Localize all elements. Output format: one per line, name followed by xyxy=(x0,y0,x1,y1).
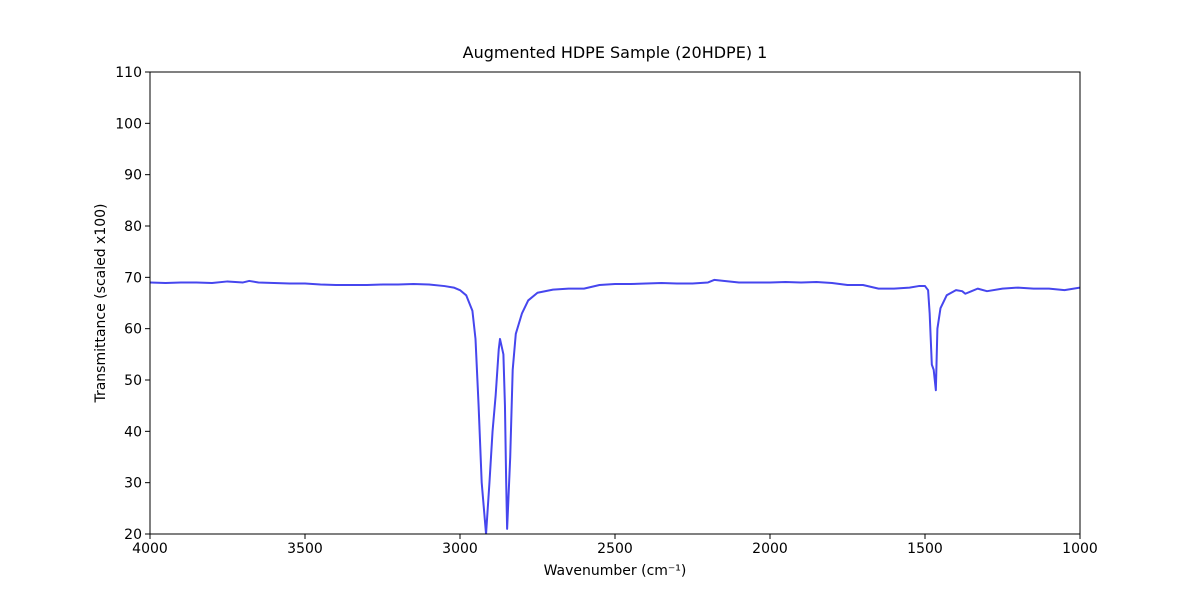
y-tick-label: 50 xyxy=(124,373,142,389)
x-tick-label: 4000 xyxy=(132,541,168,557)
y-tick-label: 70 xyxy=(124,270,142,286)
y-tick-label: 40 xyxy=(124,424,142,440)
x-tick-label: 1000 xyxy=(1062,541,1098,557)
y-axis-label: Transmittance (scaled x100) xyxy=(93,203,109,403)
plot-frame xyxy=(149,71,1081,535)
x-tick-label: 2000 xyxy=(752,541,788,557)
y-tick-label: 110 xyxy=(115,65,142,81)
x-tick-label: 3000 xyxy=(442,541,478,557)
plot-area xyxy=(150,278,1080,534)
chart-title: Augmented HDPE Sample (20HDPE) 1 xyxy=(463,43,768,62)
data-line xyxy=(150,278,1080,534)
y-tick-label: 90 xyxy=(124,168,142,184)
y-tick-label: 60 xyxy=(124,322,142,338)
y-tick-label: 20 xyxy=(124,527,142,543)
x-tick-label: 3500 xyxy=(287,541,323,557)
y-tick-label: 100 xyxy=(115,116,142,132)
y-tick-label: 80 xyxy=(124,219,142,235)
x-axis-label: Wavenumber (cm⁻¹) xyxy=(544,563,687,579)
y-tick-label: 30 xyxy=(124,476,142,492)
x-tick-label: 1500 xyxy=(907,541,943,557)
x-tick-label: 2500 xyxy=(597,541,633,557)
